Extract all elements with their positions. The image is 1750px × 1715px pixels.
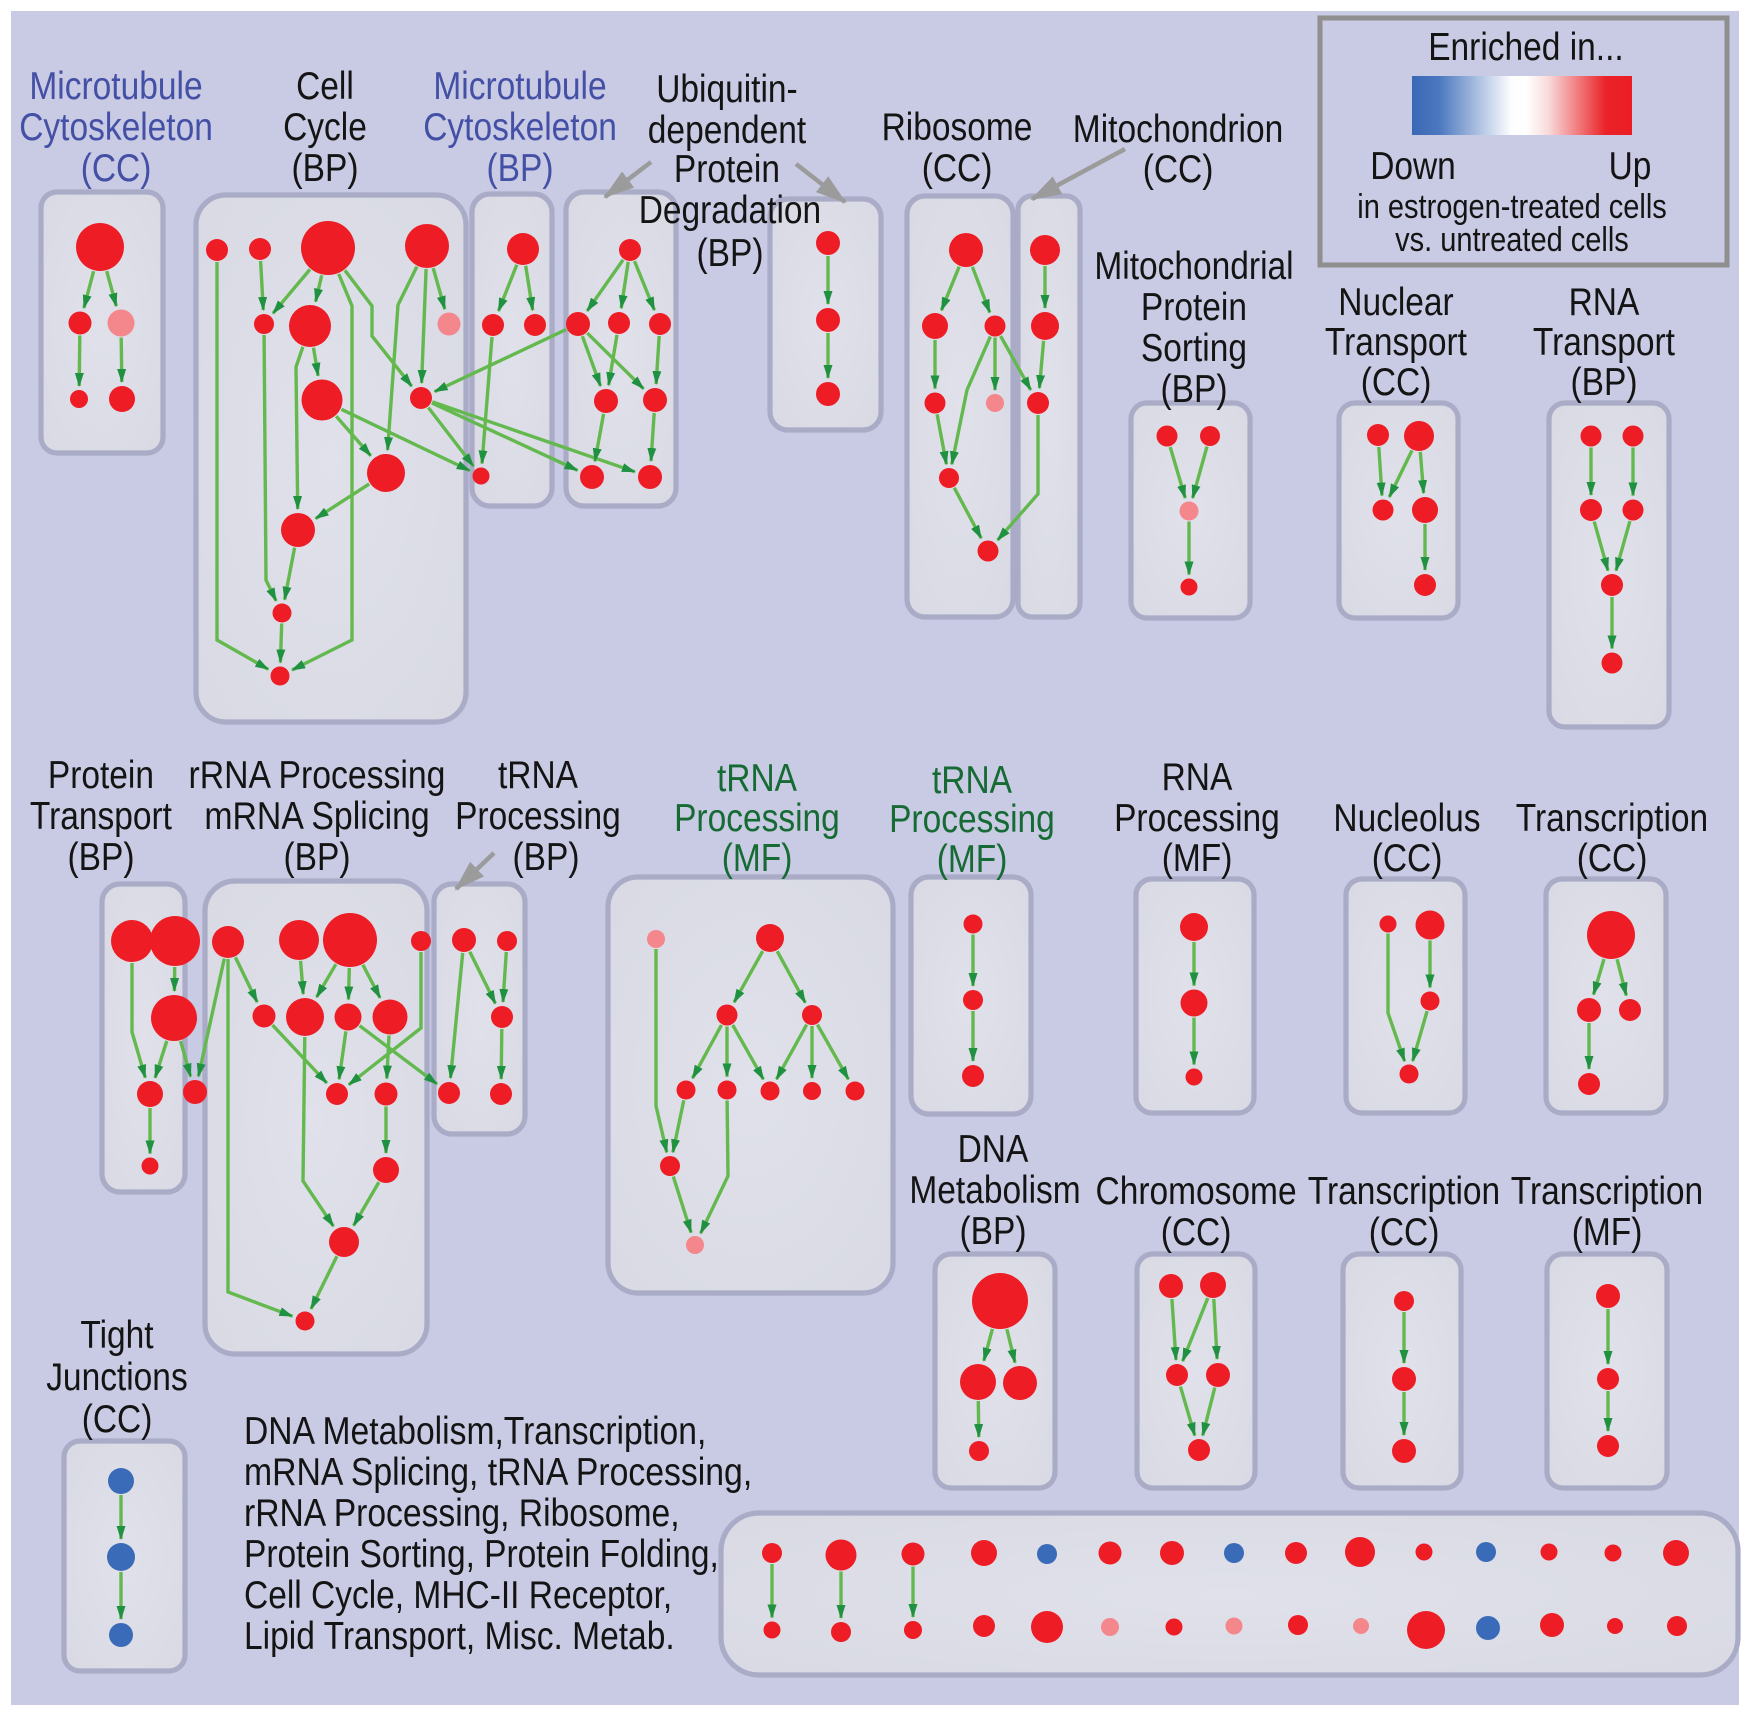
svg-text:Transport: Transport [30,795,172,838]
svg-text:tRNA: tRNA [932,759,1012,802]
svg-text:Metabolism: Metabolism [909,1169,1080,1212]
svg-text:Ribosome: Ribosome [882,106,1033,149]
svg-text:(MF): (MF) [1572,1211,1643,1254]
svg-text:(CC): (CC) [1361,361,1432,404]
svg-text:(BP): (BP) [292,147,359,190]
svg-text:Protein: Protein [1141,286,1247,329]
svg-text:Enriched in...: Enriched in... [1428,26,1624,69]
svg-text:rRNA Processing, Ribosome,: rRNA Processing, Ribosome, [244,1492,680,1535]
svg-text:Cycle: Cycle [283,106,367,149]
svg-text:Transcription: Transcription [1308,1170,1500,1213]
svg-text:(BP): (BP) [960,1210,1027,1253]
svg-text:Protein: Protein [674,148,780,191]
svg-text:(MF): (MF) [937,838,1008,881]
svg-text:Transcription: Transcription [1511,1170,1703,1213]
svg-text:(BP): (BP) [697,232,764,275]
svg-text:RNA: RNA [1569,281,1640,324]
svg-text:Degradation: Degradation [639,189,822,232]
svg-text:Up: Up [1609,145,1652,188]
svg-text:tRNA: tRNA [717,757,797,800]
svg-text:Microtubule: Microtubule [29,65,202,108]
svg-text:DNA: DNA [958,1128,1029,1171]
svg-text:Tight: Tight [80,1314,153,1357]
svg-text:Chromosome: Chromosome [1096,1170,1297,1213]
svg-text:Protein Sorting, Protein Foldi: Protein Sorting, Protein Folding, [244,1533,719,1576]
svg-text:Protein: Protein [48,754,154,797]
svg-text:tRNA: tRNA [498,754,578,797]
svg-text:DNA Metabolism,Transcription,: DNA Metabolism,Transcription, [244,1410,706,1453]
svg-text:(CC): (CC) [82,1398,153,1441]
svg-text:(CC): (CC) [1369,1211,1440,1254]
svg-text:Sorting: Sorting [1141,327,1247,370]
svg-text:(CC): (CC) [1143,148,1214,191]
svg-text:Down: Down [1370,145,1456,188]
svg-text:Processing: Processing [889,798,1055,841]
svg-text:Ubiquitin-: Ubiquitin- [656,68,798,111]
svg-text:vs. untreated cells: vs. untreated cells [1395,221,1629,259]
svg-text:rRNA Processing: rRNA Processing [189,754,446,797]
svg-text:(BP): (BP) [284,836,351,879]
svg-text:(BP): (BP) [487,147,554,190]
svg-text:Transcription: Transcription [1516,797,1708,840]
svg-text:Processing: Processing [455,795,621,838]
svg-text:mRNA Splicing: mRNA Splicing [204,795,429,838]
svg-text:in estrogen-treated cells: in estrogen-treated cells [1357,188,1667,226]
svg-text:Cell: Cell [296,65,354,108]
svg-text:Processing: Processing [674,797,840,840]
svg-text:Processing: Processing [1114,797,1280,840]
svg-text:Nucleolus: Nucleolus [1333,797,1480,840]
svg-text:mRNA Splicing, tRNA Processing: mRNA Splicing, tRNA Processing, [244,1451,752,1494]
svg-text:(MF): (MF) [1162,837,1233,880]
svg-text:Cell Cycle, MHC-II Receptor,: Cell Cycle, MHC-II Receptor, [244,1574,672,1617]
svg-text:Nuclear: Nuclear [1338,281,1453,324]
svg-text:Transport: Transport [1533,321,1675,364]
svg-text:Mitochondrion: Mitochondrion [1073,108,1283,151]
svg-text:(BP): (BP) [68,836,135,879]
svg-text:Cytoskeleton: Cytoskeleton [423,106,617,149]
svg-text:Mitochondrial: Mitochondrial [1094,245,1293,288]
svg-text:(CC): (CC) [1372,837,1443,880]
svg-text:dependent: dependent [648,109,807,152]
svg-text:Junctions: Junctions [46,1356,188,1399]
svg-text:(CC): (CC) [81,147,152,190]
svg-text:(CC): (CC) [922,147,993,190]
svg-text:(MF): (MF) [722,837,793,880]
svg-text:(BP): (BP) [513,836,580,879]
svg-text:RNA: RNA [1162,756,1233,799]
svg-text:(BP): (BP) [1571,361,1638,404]
svg-text:Cytoskeleton: Cytoskeleton [19,106,213,149]
svg-text:Lipid Transport, Misc. Metab.: Lipid Transport, Misc. Metab. [244,1615,675,1658]
svg-text:(CC): (CC) [1161,1211,1232,1254]
svg-text:Microtubule: Microtubule [433,65,606,108]
svg-text:Transport: Transport [1325,321,1467,364]
svg-text:(CC): (CC) [1577,837,1648,880]
svg-text:(BP): (BP) [1161,368,1228,411]
